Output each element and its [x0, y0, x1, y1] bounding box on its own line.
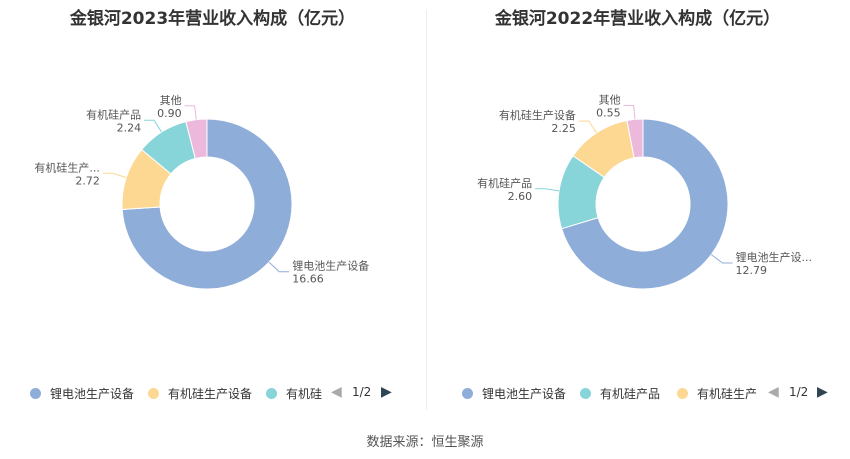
- legend-item-lithium-equipment[interactable]: 锂电池生产设备: [462, 385, 566, 402]
- leader-line: [144, 119, 163, 133]
- slice-value-label: 2.24: [117, 121, 142, 134]
- legend-marker: [30, 388, 41, 399]
- panel-divider: [426, 10, 427, 410]
- data-source: 数据来源：恒生聚源: [366, 435, 484, 450]
- legend-marker: [462, 388, 473, 399]
- legend-next-page-icon[interactable]: ▶: [817, 384, 828, 400]
- legend-label: 有机硅生产设备: [168, 387, 253, 401]
- legend-item-silicone[interactable]: 有机硅: [266, 385, 322, 402]
- legend-label: 锂电池生产设备: [50, 387, 135, 401]
- pie-slice[interactable]: [561, 118, 729, 290]
- slice-value-label: 2.60: [508, 190, 533, 203]
- slice-label: 有机硅生产...: [34, 160, 100, 174]
- slice-value-label: 2.72: [75, 174, 100, 187]
- slice-value-label: 0.90: [157, 107, 182, 120]
- pie-slice[interactable]: [185, 118, 208, 160]
- chart-title: 金银河2022年营业收入构成（亿元）: [494, 9, 781, 29]
- slice-label: 有机硅产品: [86, 107, 141, 121]
- legend-item-silicone-products[interactable]: 有机硅产品: [580, 385, 660, 402]
- legend-prev-page-icon[interactable]: ◀: [331, 384, 342, 400]
- legend-item-silicone-equipment[interactable]: 有机硅生产: [677, 385, 757, 402]
- legend-prev-page-icon[interactable]: ◀: [768, 384, 779, 400]
- legend-label: 有机硅产品: [600, 387, 661, 401]
- legend-label: 有机硅生产: [697, 387, 758, 401]
- legend-page-indicator: 1/2: [352, 385, 372, 399]
- slice-label: 锂电池生产设...: [736, 250, 813, 264]
- legend-item-silicone-equipment[interactable]: 有机硅生产设备: [148, 385, 252, 402]
- slice-label: 有机硅产品: [477, 176, 532, 190]
- leader-line: [535, 188, 560, 192]
- legend-marker: [266, 388, 277, 399]
- leader-line: [268, 261, 290, 273]
- slice-value-label: 12.79: [736, 264, 768, 277]
- legend-marker: [580, 388, 591, 399]
- leader-line: [184, 105, 197, 120]
- legend: 锂电池生产设备 有机硅生产设备 有机硅 ◀ 1/2 ▶: [0, 383, 425, 403]
- legend: 锂电池生产设备 有机硅产品 有机硅生产 ◀ 1/2 ▶: [425, 383, 850, 403]
- slice-value-label: 0.55: [596, 106, 621, 119]
- slice-label: 其他: [160, 94, 182, 107]
- pie-slice[interactable]: [626, 118, 644, 159]
- slice-label: 锂电池生产设备: [292, 259, 369, 273]
- legend-marker: [148, 388, 159, 399]
- legend-label: 锂电池生产设备: [482, 387, 567, 401]
- leader-line: [102, 172, 127, 179]
- leader-line: [623, 104, 636, 120]
- leader-line: [710, 254, 733, 264]
- chart-panel-2022: 金银河2022年营业收入构成（亿元） 锂电池生产设... 12.79 有机硅产品 2.…: [425, 0, 850, 415]
- pie-slice[interactable]: [121, 118, 293, 290]
- slice-value-label: 2.25: [551, 122, 576, 135]
- legend-label: 有机硅: [286, 387, 323, 401]
- legend-marker: [677, 388, 688, 399]
- slice-label: 有机硅生产设备: [499, 108, 576, 122]
- chart-title: 金银河2023年营业收入构成（亿元）: [69, 9, 356, 29]
- legend-next-page-icon[interactable]: ▶: [381, 384, 392, 400]
- slice-value-label: 16.66: [292, 273, 324, 286]
- legend-page-indicator: 1/2: [789, 385, 809, 399]
- leader-line: [578, 120, 597, 134]
- slice-label: 其他: [599, 93, 621, 106]
- legend-item-lithium-equipment[interactable]: 锂电池生产设备: [30, 385, 134, 402]
- chart-panel-2023: 金银河2023年营业收入构成（亿元） 锂电池生产设备 16.66 有机硅生产... 2…: [0, 0, 425, 415]
